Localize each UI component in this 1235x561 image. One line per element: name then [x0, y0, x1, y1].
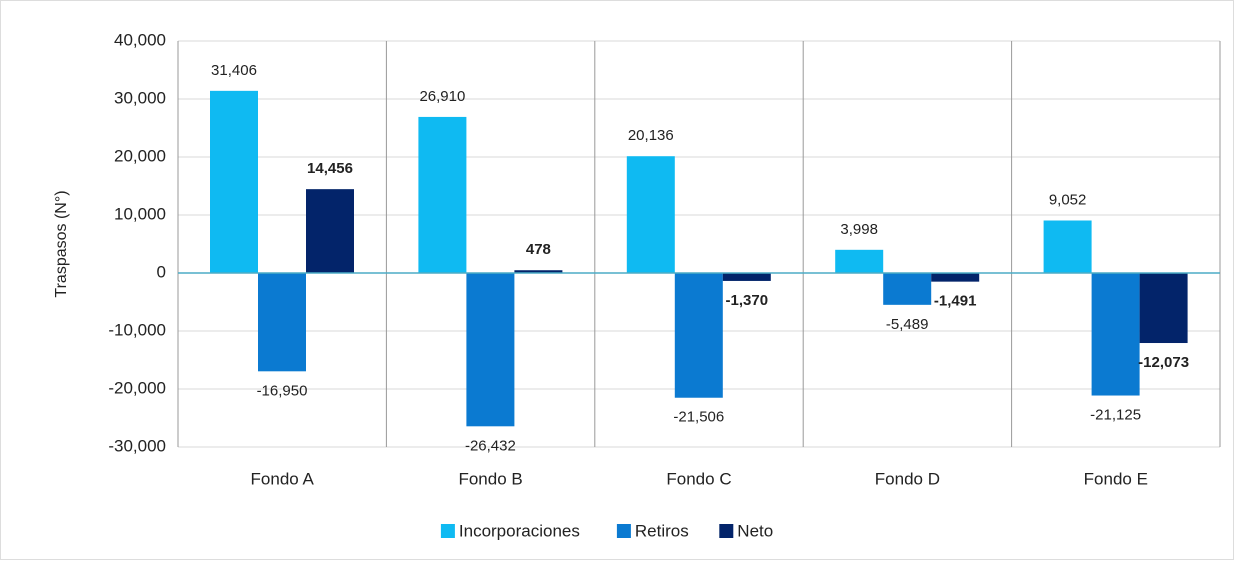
data-label: -16,950 — [257, 382, 308, 399]
bar — [931, 273, 980, 282]
y-tick-label: -10,000 — [108, 320, 166, 339]
data-label: -26,432 — [465, 437, 516, 454]
x-tick-label: Fondo B — [458, 469, 522, 488]
legend-swatch — [440, 524, 455, 538]
bar — [306, 189, 354, 273]
y-tick-label: 10,000 — [114, 204, 166, 223]
data-label: -1,491 — [934, 293, 977, 310]
bar — [258, 273, 306, 372]
legend-label: Neto — [737, 521, 773, 540]
legend-label: Retiros — [635, 521, 689, 540]
data-label: 9,052 — [1049, 191, 1087, 208]
bar — [674, 273, 723, 398]
data-label: -12,073 — [1138, 354, 1189, 371]
bar — [418, 116, 467, 273]
bar — [1139, 273, 1188, 344]
x-tick-label: Fondo E — [1084, 469, 1148, 488]
x-tick-label: Fondo A — [251, 469, 315, 488]
data-label: 26,910 — [419, 88, 465, 105]
bar — [210, 90, 258, 273]
y-tick-label: -30,000 — [108, 436, 166, 455]
y-tick-label: -20,000 — [108, 378, 166, 397]
legend-label: Incorporaciones — [459, 521, 580, 540]
x-tick-label: Fondo C — [666, 469, 731, 488]
data-label: 20,136 — [628, 127, 674, 144]
y-tick-label: 20,000 — [114, 146, 166, 165]
x-tick-label: Fondo D — [875, 469, 940, 488]
bar — [722, 273, 771, 281]
data-label: -21,506 — [673, 409, 724, 426]
data-label: -21,125 — [1090, 406, 1141, 423]
bar — [1091, 273, 1140, 396]
bar — [835, 249, 884, 273]
data-label: 31,406 — [211, 62, 257, 79]
bar — [883, 273, 932, 305]
y-tick-label: 40,000 — [114, 30, 166, 49]
legend-swatch — [719, 524, 734, 538]
bar — [1043, 220, 1092, 273]
data-label: 3,998 — [840, 221, 878, 238]
data-label: -5,489 — [886, 316, 929, 333]
data-label: -1,370 — [726, 292, 769, 309]
data-label: 14,456 — [307, 160, 353, 177]
data-label: 478 — [526, 241, 551, 258]
legend-swatch — [616, 524, 631, 538]
bar — [626, 156, 675, 273]
bar — [466, 273, 515, 427]
y-axis-title: Traspasos (N°) — [53, 190, 70, 297]
y-tick-label: 0 — [157, 262, 166, 281]
bar — [514, 270, 563, 273]
y-tick-label: 30,000 — [114, 88, 166, 107]
